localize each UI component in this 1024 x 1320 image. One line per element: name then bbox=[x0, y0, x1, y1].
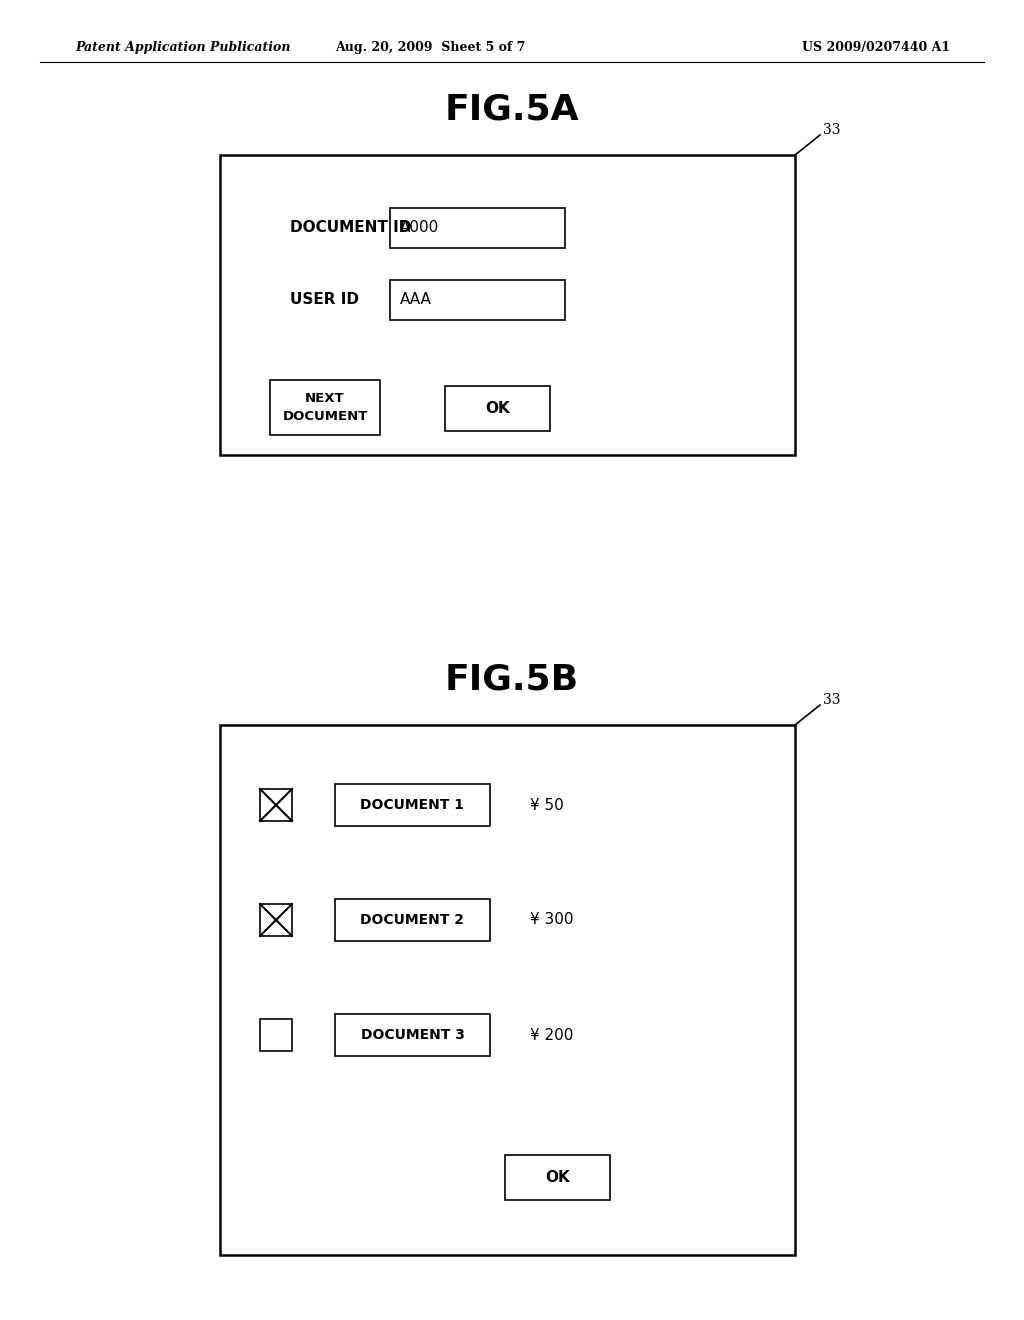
Bar bbox=[260, 904, 292, 936]
Text: ¥ 200: ¥ 200 bbox=[530, 1027, 573, 1043]
Text: DOCUMENT 2: DOCUMENT 2 bbox=[360, 913, 465, 927]
Bar bbox=[220, 154, 795, 455]
Text: DOCUMENT 3: DOCUMENT 3 bbox=[360, 1028, 465, 1041]
Text: AAA: AAA bbox=[400, 293, 432, 308]
Text: Patent Application Publication: Patent Application Publication bbox=[75, 41, 291, 54]
Text: 33: 33 bbox=[823, 693, 841, 708]
Text: ¥ 50: ¥ 50 bbox=[530, 797, 564, 813]
Bar bbox=[335, 784, 490, 826]
Text: A000: A000 bbox=[400, 220, 439, 235]
Text: ¥ 300: ¥ 300 bbox=[530, 912, 573, 928]
Text: US 2009/0207440 A1: US 2009/0207440 A1 bbox=[802, 41, 950, 54]
Bar bbox=[220, 725, 795, 1255]
Text: OK: OK bbox=[485, 401, 510, 416]
Text: Aug. 20, 2009  Sheet 5 of 7: Aug. 20, 2009 Sheet 5 of 7 bbox=[335, 41, 525, 54]
Text: DOCUMENT ID: DOCUMENT ID bbox=[290, 220, 412, 235]
Text: FIG.5B: FIG.5B bbox=[445, 663, 579, 697]
Bar bbox=[260, 789, 292, 821]
Text: FIG.5A: FIG.5A bbox=[444, 92, 580, 127]
Text: DOCUMENT 1: DOCUMENT 1 bbox=[360, 799, 465, 812]
Bar bbox=[335, 899, 490, 941]
Text: OK: OK bbox=[545, 1170, 570, 1185]
Bar bbox=[260, 1019, 292, 1051]
Bar bbox=[270, 380, 380, 436]
Bar bbox=[390, 280, 565, 319]
Bar bbox=[390, 209, 565, 248]
Bar bbox=[445, 385, 550, 432]
Bar bbox=[335, 1014, 490, 1056]
Text: 33: 33 bbox=[823, 123, 841, 137]
Bar bbox=[505, 1155, 610, 1200]
Text: USER ID: USER ID bbox=[290, 293, 359, 308]
Text: NEXT
DOCUMENT: NEXT DOCUMENT bbox=[283, 392, 368, 422]
